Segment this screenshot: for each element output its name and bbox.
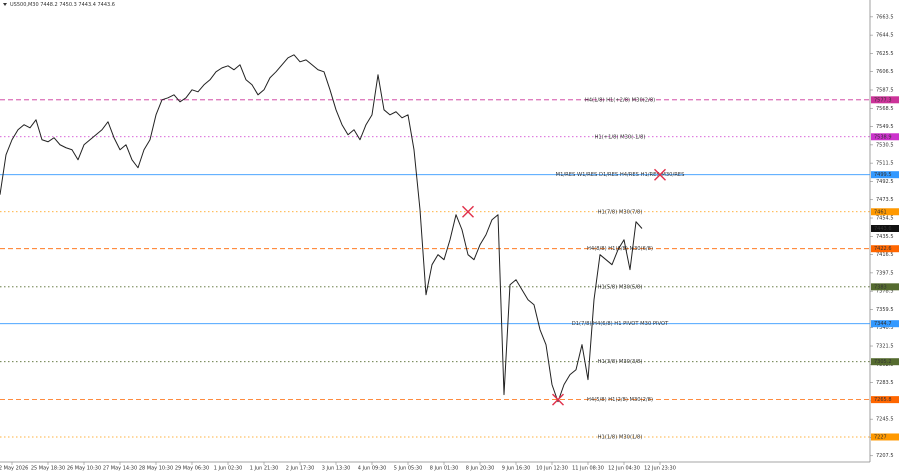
y-tick-label: 7568.5 [876, 106, 894, 112]
price-tag [871, 96, 899, 104]
price-tag-label: 7344.7 [874, 321, 892, 327]
y-tick-label: 7321.5 [876, 344, 894, 350]
x-tick-label: 8 Jun 01:30 [430, 466, 459, 472]
x-tick-label: 1 Jun 02:30 [214, 466, 243, 472]
x-tick-label: 27 May 14:30 [103, 466, 137, 472]
price-tag-label: 7305.2 [874, 359, 892, 365]
price-tag [871, 358, 899, 366]
y-tick-label: 7587.5 [876, 87, 894, 93]
y-tick-label: 7283.5 [876, 380, 894, 386]
cross-stroke [552, 393, 564, 406]
price-tag [871, 433, 899, 441]
price-tag-label: 7422.6 [874, 246, 892, 252]
x-tick-label: 25 May 18:30 [31, 466, 65, 472]
y-tick-label: 7378.5 [876, 289, 894, 295]
price-tag-label: 7461 [874, 209, 887, 215]
y-tick-label: 7625.5 [876, 51, 894, 57]
x-tick-label: 12 Jun 23:30 [644, 466, 676, 472]
y-tick-label: 7511.5 [876, 161, 894, 167]
y-tick-label: 7663.5 [876, 14, 894, 20]
x-tick-label: 11 Jun 08:30 [572, 466, 604, 472]
y-tick-label: 7644.5 [876, 33, 894, 39]
price-tag [871, 320, 899, 328]
price-tag-label: 7265.8 [874, 397, 892, 403]
x-tick-label: 28 May 10:30 [139, 466, 173, 472]
price-tag-label: 7383 [874, 284, 887, 290]
level-label: H1(7/8) M30(7/8) [598, 209, 643, 215]
price-tag [871, 171, 899, 179]
level-label: M1/RES W1/RES D1/RES H4/RES H1/RES M30/R… [556, 172, 685, 178]
cross-marker [552, 393, 564, 406]
x-tick-label: 12 Jun 04:30 [608, 466, 640, 472]
price-tag [871, 208, 899, 216]
price-tag [871, 396, 899, 404]
y-tick-label: 7340.5 [876, 325, 894, 331]
price-tag-label: 7499.5 [874, 172, 892, 178]
cross-stroke [462, 205, 474, 218]
x-tick-label: 9 Jun 16:30 [502, 466, 531, 472]
price-tag-label: 7227 [874, 434, 887, 440]
cross-marker [462, 205, 474, 218]
price-tag [871, 133, 899, 141]
y-tick-label: 7473.5 [876, 197, 894, 203]
cross-stroke [654, 168, 666, 181]
y-tick-label: 7207.5 [876, 453, 894, 459]
x-tick-label: 2 Jun 17:30 [286, 466, 315, 472]
current-price-tag [871, 224, 899, 232]
level-label: H4(5/8) H1(2/8) M30(2/8) [587, 397, 653, 403]
x-tick-label: 3 Jun 13:30 [322, 466, 351, 472]
price-tag-label: 7538.9 [874, 134, 892, 140]
level-label: H4(1/8) H1(+2/8) M30(2/8) [585, 97, 655, 103]
x-tick-label: 4 Jun 09:30 [358, 466, 387, 472]
y-tick-label: 7606.5 [876, 69, 894, 75]
price-line [0, 54, 643, 403]
cross-marker [654, 168, 666, 181]
y-tick-label: 7397.5 [876, 270, 894, 276]
level-label: H1(3/8) M30(3/8) [598, 359, 643, 365]
y-tick-label: 7435.5 [876, 234, 894, 240]
y-tick-label: 7492.5 [876, 179, 894, 185]
chart-title: US500,M30 7448.2 7450.3 7443.4 7443.6 [10, 2, 115, 8]
level-label: D1(7/8) H4(6/8) H1 PIVOT M30 PIVOT [572, 321, 669, 327]
y-tick-label: 7245.5 [876, 417, 894, 423]
y-tick-label: 7359.5 [876, 307, 894, 313]
symbol-icon [3, 3, 7, 6]
level-label: H1(1/8) M30(1/8) [598, 434, 643, 440]
x-tick-label: 8 Jun 20:30 [466, 466, 495, 472]
level-label: H1(+1/8) M30(-1/8) [595, 134, 646, 140]
y-tick-label: 7549.5 [876, 124, 894, 130]
level-label: H1(5/8) M30(5/8) [598, 284, 643, 290]
x-tick-label: 22 May 2026 [0, 466, 28, 472]
price-tag [871, 283, 899, 291]
y-tick-label: 7416.5 [876, 252, 894, 258]
x-tick-label: 29 May 06:30 [175, 466, 209, 472]
current-price-label: 7443.6 [874, 226, 892, 232]
price-tag-label: 7577.3 [874, 97, 892, 103]
x-tick-label: 26 May 10:30 [67, 466, 101, 472]
y-tick-label: 7530.5 [876, 142, 894, 148]
x-tick-label: 10 Jun 12:30 [536, 466, 568, 472]
level-label: H4(8/8) H1(6/8) M30(6/8) [587, 246, 653, 252]
price-tag [871, 245, 899, 253]
y-tick-label: 7454.5 [876, 216, 894, 222]
x-tick-label: 1 Jun 21:30 [250, 466, 279, 472]
x-tick-label: 5 Jun 05:30 [394, 466, 423, 472]
